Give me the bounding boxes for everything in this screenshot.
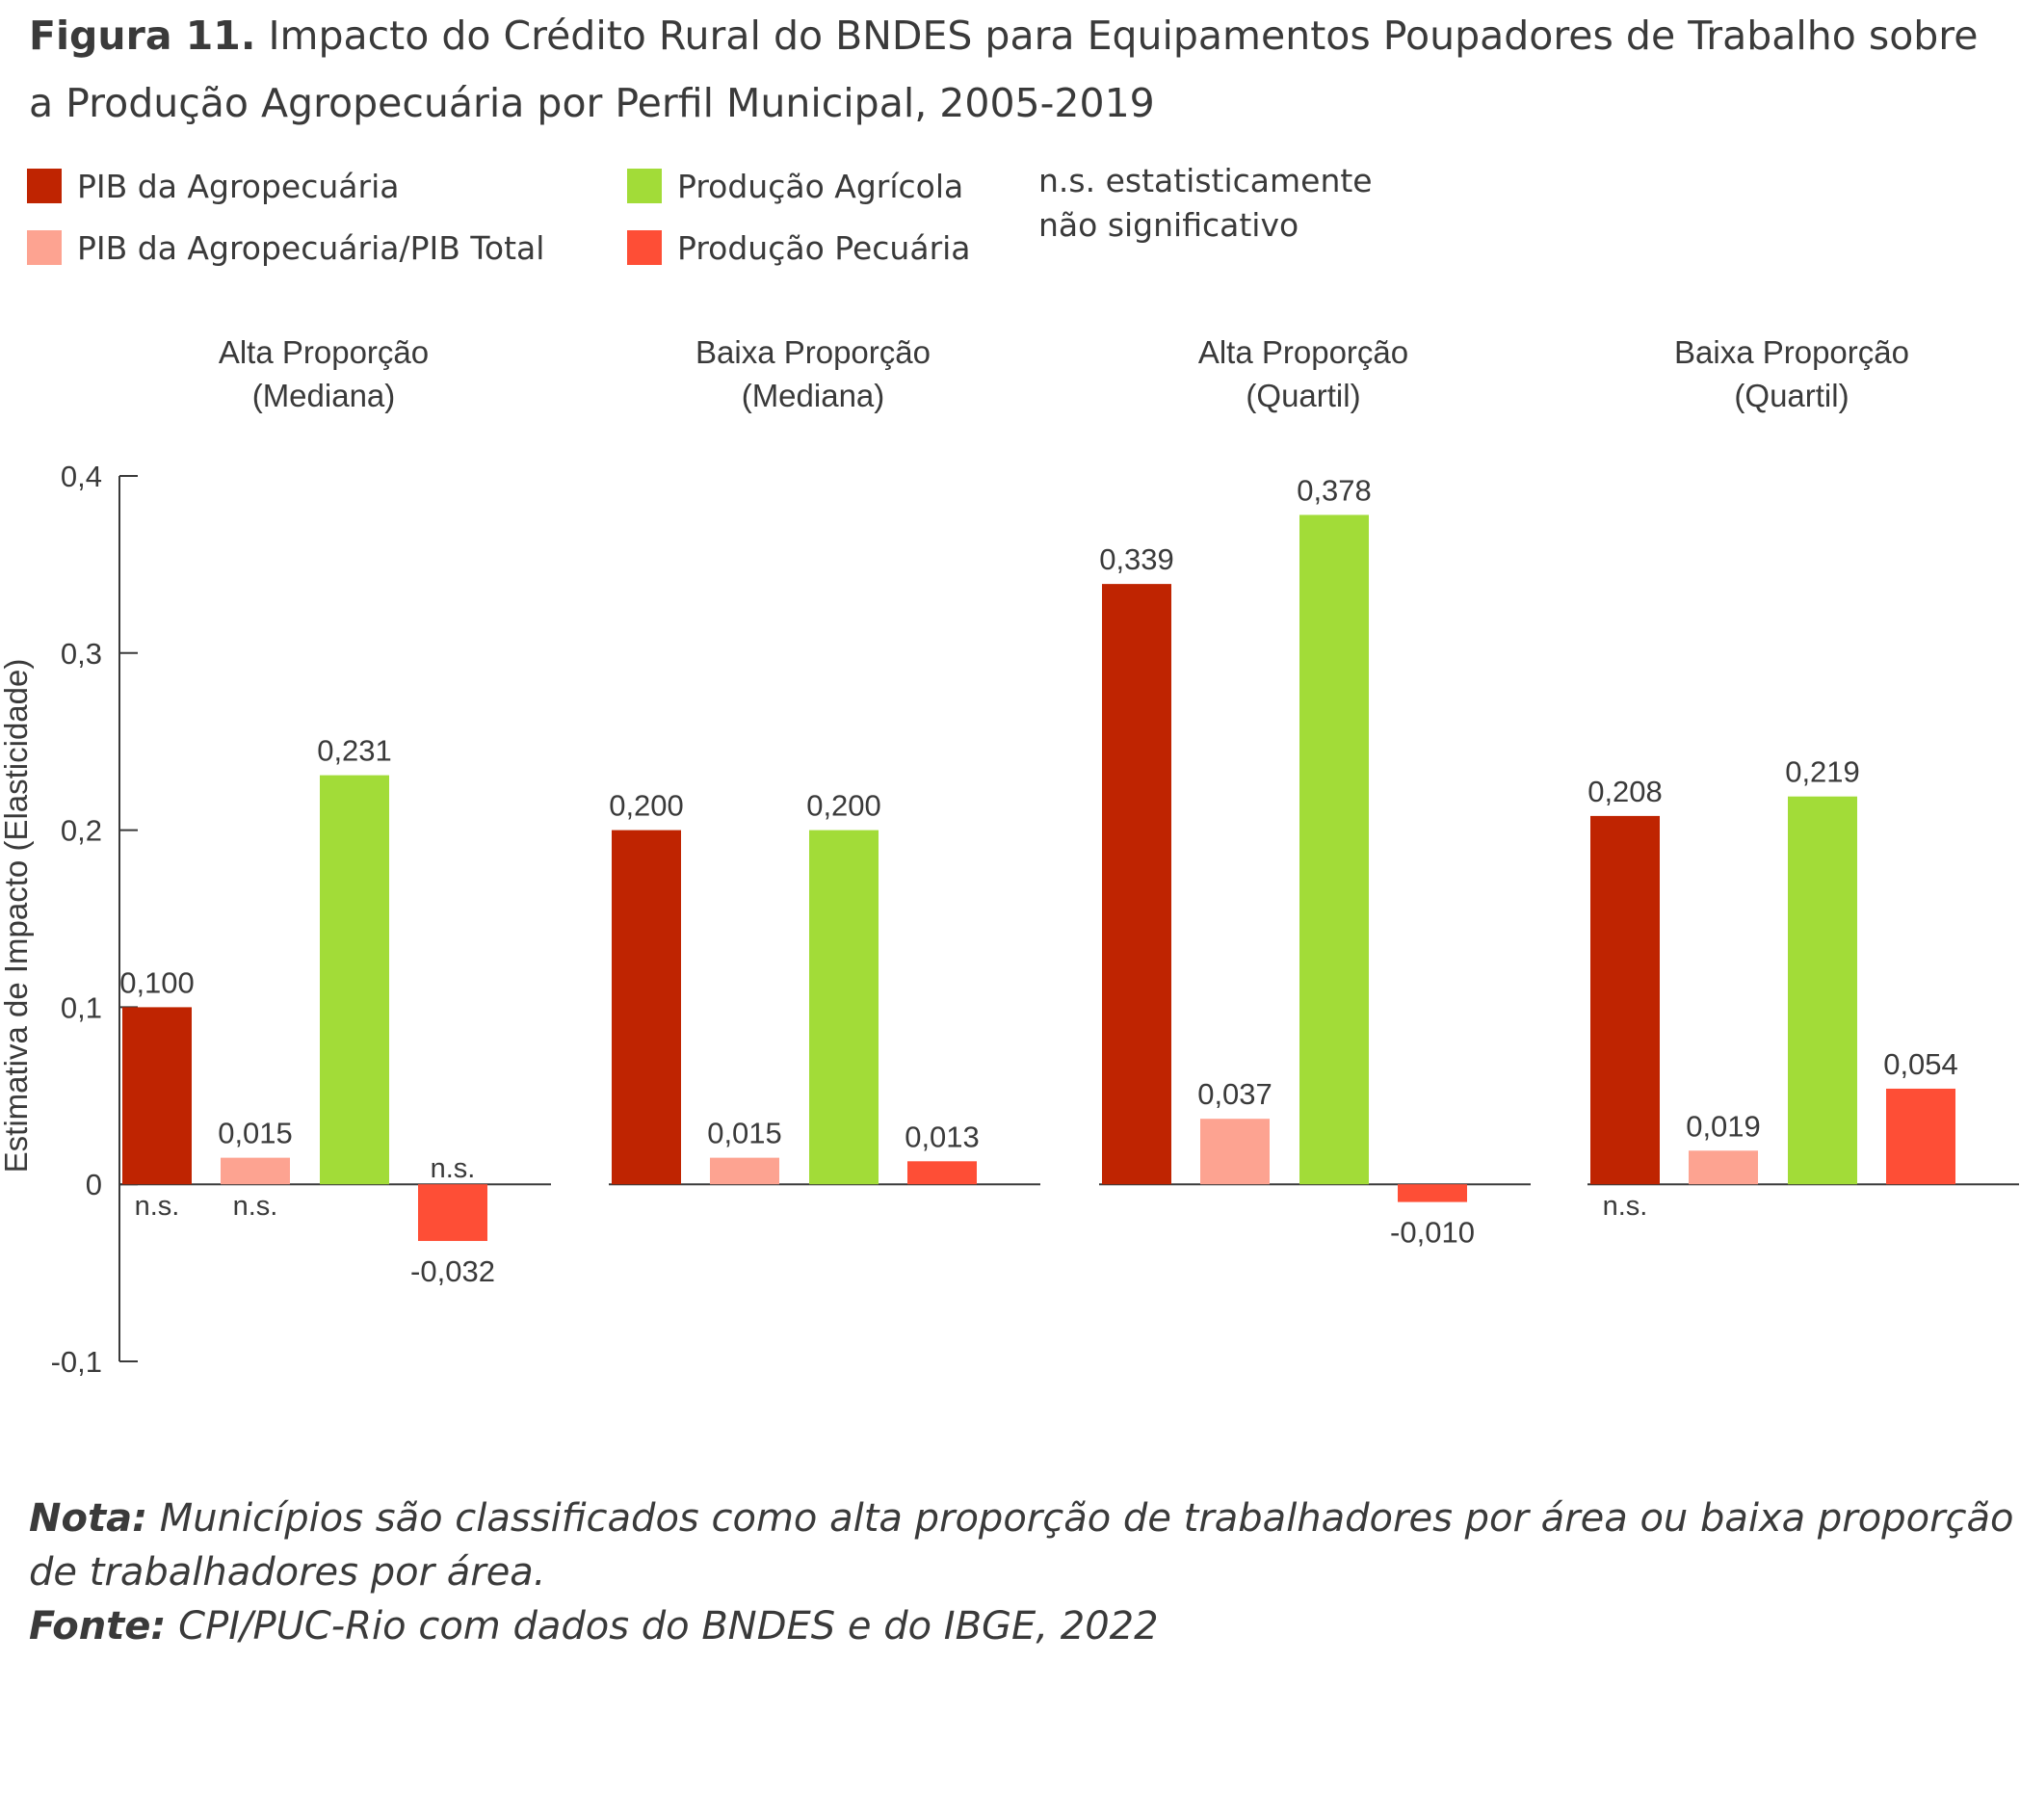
data-label: 0,219 <box>1785 755 1860 789</box>
legend-swatch <box>27 230 62 265</box>
legend-item-pib-agropecuaria: PIB da Agropecuária <box>27 167 399 205</box>
ns-note: n.s. estatisticamente não significativo <box>1038 159 1373 248</box>
data-label: 0,037 <box>1197 1077 1272 1111</box>
y-tick-label: -0,1 <box>51 1345 102 1379</box>
data-label: 0,339 <box>1099 542 1174 576</box>
notes: Nota: Municípios são classificados como … <box>29 1491 2020 1653</box>
data-label: 0,208 <box>1587 775 1663 808</box>
data-label: 0,200 <box>609 789 684 823</box>
y-tick-label: 0,4 <box>61 460 102 493</box>
legend-label: Produção Pecuária <box>677 228 971 267</box>
bar <box>1398 1184 1467 1202</box>
legend-swatch <box>27 169 62 203</box>
y-tick-label: 0,1 <box>61 990 102 1024</box>
ns-label: n.s. <box>233 1191 278 1222</box>
group-title: (Mediana) <box>742 378 885 413</box>
group-title: (Quartil) <box>1734 378 1849 413</box>
fonte-line: Fonte: CPI/PUC-Rio com dados do BNDES e … <box>29 1599 2020 1653</box>
y-tick-label: 0 <box>86 1168 102 1201</box>
group-title: Baixa Proporção <box>1674 334 1909 370</box>
data-label: -0,032 <box>410 1254 495 1288</box>
bar <box>221 1157 290 1185</box>
data-label: 0,015 <box>218 1117 293 1150</box>
nota-line: Nota: Municípios são classificados como … <box>29 1491 2020 1599</box>
group-title: (Quartil) <box>1246 378 1360 413</box>
bar <box>612 830 681 1185</box>
group-title: Alta Proporção <box>1198 334 1408 370</box>
ns-label: n.s. <box>135 1191 180 1222</box>
data-label: 0,013 <box>905 1120 980 1153</box>
bar <box>1102 584 1171 1185</box>
data-label: 0,231 <box>317 734 392 768</box>
group-title: Alta Proporção <box>219 334 429 370</box>
data-label: 0,015 <box>707 1117 782 1150</box>
figure-title: Figura 11. Impacto do Crédito Rural do B… <box>29 2 2004 137</box>
bar <box>1200 1119 1270 1185</box>
y-tick-label: 0,2 <box>61 814 102 848</box>
legend-label: PIB da Agropecuária/PIB Total <box>77 228 545 267</box>
bar <box>1689 1150 1758 1185</box>
group-title: (Mediana) <box>252 378 396 413</box>
ns-label: n.s. <box>431 1153 476 1184</box>
ns-label: n.s. <box>1603 1191 1648 1222</box>
data-label: 0,100 <box>119 965 195 999</box>
bar <box>320 775 389 1185</box>
ns-note-line: n.s. estatisticamente <box>1038 162 1373 199</box>
bar <box>907 1161 977 1185</box>
y-axis-title: Estimativa de Impacto (Elasticidade) <box>0 659 34 1174</box>
legend-item-producao-pecuaria: Produção Pecuária <box>627 228 971 267</box>
legend-swatch <box>627 230 662 265</box>
legend-label: PIB da Agropecuária <box>77 167 400 205</box>
figure-title-label: Figura 11. <box>29 13 256 59</box>
nota-text: Municípios são classificados como alta p… <box>29 1496 2014 1595</box>
y-tick-label: 0,3 <box>61 637 102 671</box>
bar-chart: -0,1 0 0,1 0,2 0,3 0,4 Estimativa de Impacto (… <box>0 334 2019 1379</box>
ns-note-line: não significativo <box>1038 206 1299 244</box>
data-label: 0,378 <box>1297 473 1372 507</box>
bar <box>1299 514 1369 1185</box>
figure-title-text: Impacto do Crédito Rural do BNDES para E… <box>29 13 1979 126</box>
data-label: 0,200 <box>806 789 881 823</box>
bar <box>418 1184 487 1242</box>
bar <box>1886 1088 1955 1185</box>
bar <box>1788 796 1857 1185</box>
data-label: 0,054 <box>1883 1047 1958 1081</box>
fonte-label: Fonte: <box>29 1604 167 1649</box>
bar <box>122 1007 192 1185</box>
data-label: -0,010 <box>1390 1216 1475 1250</box>
legend-swatch <box>627 169 662 203</box>
bar <box>1590 815 1660 1185</box>
legend-item-pib-agropecuaria-total: PIB da Agropecuária/PIB Total <box>27 228 544 267</box>
legend-label: Produção Agrícola <box>677 167 964 205</box>
fonte-text: CPI/PUC-Rio com dados do BNDES e do IBGE… <box>178 1604 1159 1649</box>
group-title: Baixa Proporção <box>695 334 931 370</box>
data-label: 0,019 <box>1686 1109 1761 1143</box>
legend-item-producao-agricola: Produção Agrícola <box>627 167 963 205</box>
nota-label: Nota: <box>29 1496 148 1541</box>
bar <box>710 1157 779 1185</box>
bar <box>809 830 879 1185</box>
